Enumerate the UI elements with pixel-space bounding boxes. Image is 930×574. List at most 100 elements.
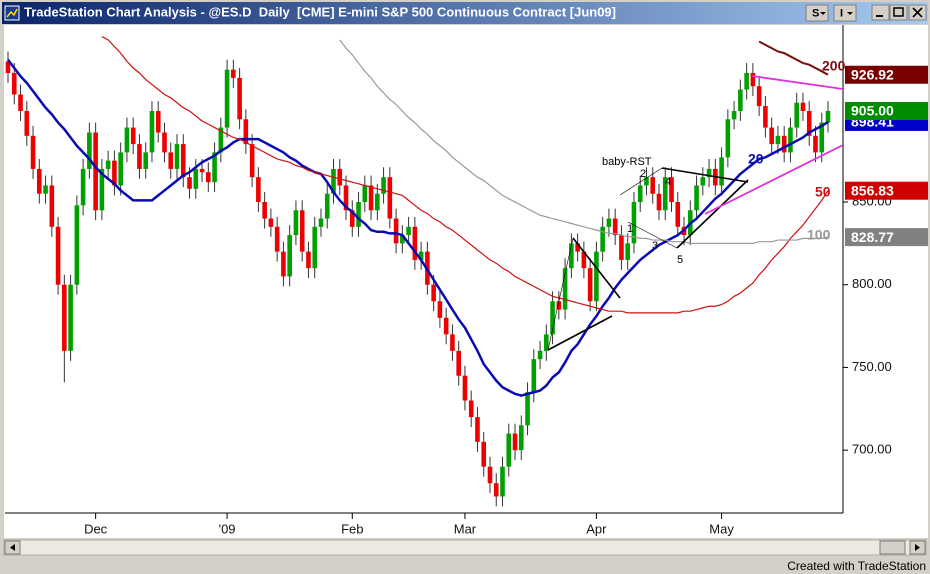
candle-body [155,111,161,133]
window-button[interactable]: S [805,4,829,22]
candle-body [443,317,449,335]
candle-body [600,226,605,252]
candle-body [700,177,706,186]
candle-body [212,152,217,183]
app-icon-glyph [6,8,18,18]
candle-body [387,177,393,219]
annotation: 5 [677,254,683,266]
candle-body [725,119,731,158]
candle-body [475,417,480,442]
candle-body [36,168,42,194]
candle-body [331,168,336,194]
candle-body [662,177,668,211]
candle-body [763,106,768,128]
candle-body [650,177,656,194]
y-tick-label: 700.00 [852,442,892,457]
candle-body [362,185,368,203]
candle-body [30,135,36,169]
candle-body [437,301,443,318]
x-tick-label: May [709,521,734,536]
minimize-button[interactable] [871,4,890,21]
scroll-left[interactable] [4,540,21,555]
candle-body [594,251,599,302]
candle-body [256,177,261,203]
candle-body [694,185,699,211]
candle-body [512,433,518,451]
candle-body [544,334,549,351]
x-tick-label: '09 [219,521,236,536]
candle-body [193,168,199,189]
y-tick-label: 750.00 [852,359,892,374]
candle-body [206,172,211,183]
button-label[interactable]: S [812,7,819,19]
close-button[interactable] [908,4,927,21]
candle-body [249,144,255,178]
scroll-right[interactable] [909,540,926,555]
price-tag-label: 856.83 [851,182,894,198]
candle-body [199,168,205,173]
annotation: 3 [652,240,658,252]
trendlines [547,75,843,351]
candle-body [612,218,618,236]
candle-body [412,226,418,260]
candle-body [356,202,361,227]
candle-body [168,152,174,169]
candle-body [237,77,242,120]
candle-body [268,218,274,227]
candle-body [500,466,505,497]
price-tag [845,65,928,84]
candle-body [343,185,349,211]
candle-body [781,135,787,153]
scroll-thumb[interactable] [879,540,906,555]
candle-body [187,177,192,189]
ma-label: 100 [807,227,831,243]
scrollbar[interactable] [3,539,927,556]
x-tick-label: Dec [84,521,108,536]
candle-body [706,168,712,178]
button-label[interactable]: I [840,7,843,19]
candle-body [137,144,142,169]
candle-body [349,210,355,227]
candle-body [794,102,800,128]
candle-body [11,72,17,95]
candle-body [312,226,318,269]
candle-body [587,268,593,302]
candle-body [550,301,555,335]
maximize-button[interactable] [889,4,908,21]
candle-body [825,111,831,123]
candle-body [619,235,624,260]
candle-body [400,235,405,244]
candle-body [637,185,643,203]
ma-label: 20 [748,151,764,167]
x-tick-label: Apr [586,521,607,536]
x-tick-label: Mar [454,521,477,536]
candle-body [224,69,230,128]
candle-body [231,69,236,78]
candle-body [74,205,80,285]
candle-body [112,160,117,186]
candle-body [744,72,749,90]
candle-body [118,152,123,186]
candle-body [218,127,224,153]
candle-body [381,177,386,194]
candle-body [487,466,493,484]
candle-body [299,210,305,252]
candle-body [80,168,86,206]
price-tag-label: 828.77 [851,229,894,245]
annotation: baby-RST [602,156,652,168]
candle-body [819,122,825,153]
candle-body [468,400,474,418]
candle-body [274,226,280,252]
candle-body [506,433,512,467]
plot-area [5,36,831,507]
candle-body [669,177,674,203]
price-tag-label: 926.92 [851,66,894,82]
candle-body [55,226,61,285]
candle-body [581,251,587,269]
candle-body [719,157,724,186]
candle-body [162,132,167,153]
candle-body [675,202,681,227]
window-button[interactable]: I [833,4,857,22]
candle-body [368,185,374,211]
